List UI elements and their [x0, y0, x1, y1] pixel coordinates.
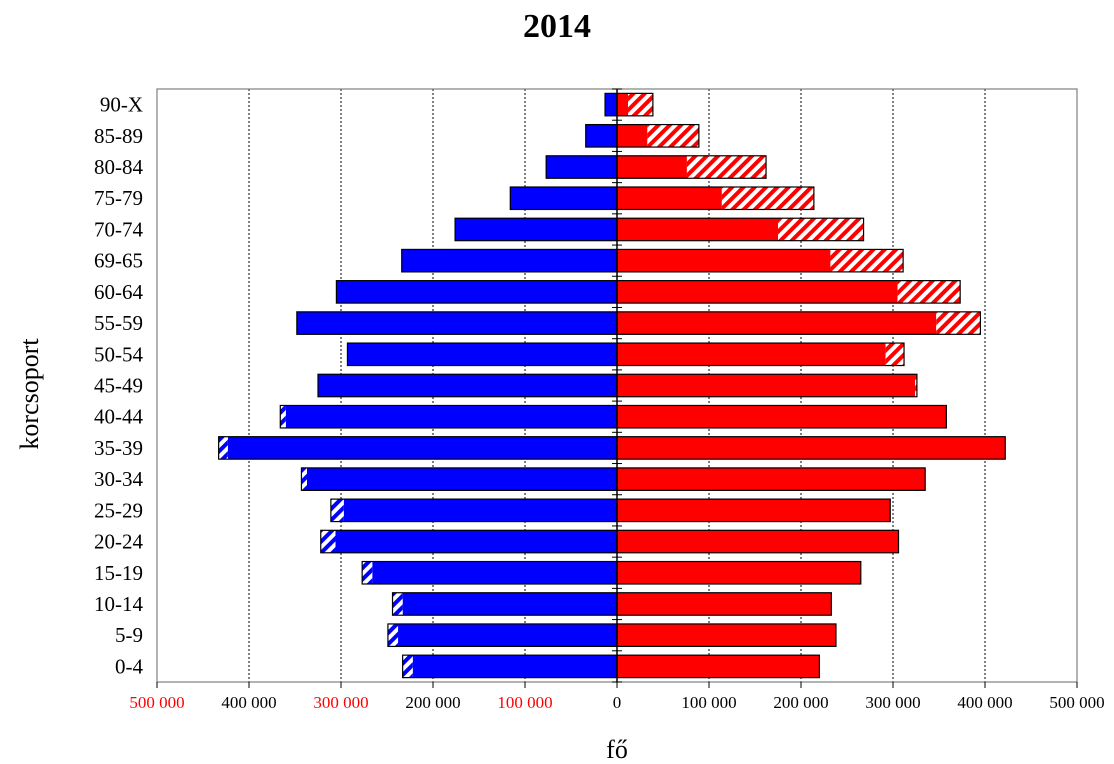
y-tick-label-50-54: 50-54	[94, 342, 143, 366]
y-tick-label-15-19: 15-19	[94, 561, 143, 585]
bar-right-90-X	[617, 93, 629, 116]
bar-right-hatched-85-89	[647, 124, 699, 148]
x-tick-label-3: 200 000	[405, 693, 460, 712]
bar-right-5-9	[617, 623, 836, 647]
y-tick-label-70-74: 70-74	[94, 217, 143, 241]
bar-left-80-84	[546, 155, 617, 179]
x-tick-label-2: 300 000	[313, 693, 368, 712]
bar-left-50-54	[347, 343, 617, 366]
bar-right-69-65	[617, 249, 831, 272]
bar-left-hatched-35-39	[218, 436, 228, 460]
bar-left-20-24	[335, 530, 617, 553]
bar-right-60-64	[617, 280, 898, 304]
bar-left-10-14	[402, 592, 617, 616]
bars	[218, 92, 1006, 679]
bar-left-70-74	[455, 218, 617, 241]
x-tick-label-1: 400 000	[221, 693, 276, 712]
bar-right-25-29	[617, 499, 891, 522]
bar-right-0-4	[617, 655, 820, 678]
y-tick-label-40-44: 40-44	[94, 405, 143, 429]
bar-right-hatched-55-59	[936, 311, 981, 335]
bar-right-40-44	[617, 405, 947, 428]
y-tick-label-30-34: 30-34	[94, 467, 143, 491]
bar-left-85-89	[585, 124, 617, 148]
y-tick-label-55-59: 55-59	[94, 311, 143, 335]
bar-left-40-44	[285, 405, 617, 428]
y-tick-label-69-65: 69-65	[94, 249, 143, 273]
bar-right-55-59	[617, 311, 937, 335]
bar-right-80-84	[617, 155, 687, 179]
bar-left-hatched-20-24	[320, 530, 336, 553]
x-tick-label-7: 200 000	[773, 693, 828, 712]
bar-left-hatched-25-29	[330, 499, 344, 522]
bar-left-hatched-0-4	[402, 655, 413, 678]
y-tick-label-20-24: 20-24	[94, 530, 143, 554]
x-axis-title: fő	[606, 735, 628, 764]
plot-frame	[156, 88, 1078, 688]
bar-right-hatched-50-54	[885, 343, 905, 366]
x-tick-labels: 500 000 400 000 300 000 200 000 100 000 0 100 …	[129, 693, 1104, 712]
x-tick-label-6: 100 000	[681, 693, 736, 712]
bar-right-hatched-75-79	[721, 187, 814, 210]
y-tick-label-75-79: 75-79	[94, 186, 143, 210]
y-tick-label-5-9: 5-9	[115, 623, 143, 647]
bar-left-hatched-40-44	[280, 405, 286, 428]
y-axis-title: korcsoport	[15, 338, 44, 450]
bar-left-5-9	[398, 623, 617, 647]
x-tick-label-5: 0	[613, 693, 622, 712]
bar-right-45-49	[617, 374, 916, 397]
bar-left-30-34	[306, 467, 617, 491]
bar-left-45-49	[318, 374, 617, 397]
bar-right-15-19	[617, 561, 861, 584]
bar-right-70-74	[617, 218, 778, 241]
bar-right-20-24	[617, 530, 899, 553]
x-tick-label-4: 100 000	[497, 693, 552, 712]
y-tick-label-0-4: 0-4	[115, 654, 143, 678]
y-tick-labels: 0-4 5-9 10-14 15-19 20-24 25-29 30-34 35-39 40-4…	[94, 93, 143, 679]
y-tick-label-90-X: 90-X	[100, 93, 143, 117]
bar-right-hatched-80-84	[686, 155, 767, 179]
y-tick-label-10-14: 10-14	[94, 592, 143, 616]
bar-left-35-39	[227, 436, 617, 460]
y-tick-label-25-29: 25-29	[94, 498, 143, 522]
y-tick-label-80-84: 80-84	[94, 155, 143, 179]
y-tick-label-35-39: 35-39	[94, 436, 143, 460]
bar-right-35-39	[617, 436, 1006, 460]
bar-right-30-34	[617, 467, 926, 491]
bar-left-hatched-10-14	[392, 592, 403, 616]
x-tick-label-9: 400 000	[957, 693, 1012, 712]
bar-left-0-4	[412, 655, 617, 678]
bar-left-90-X	[605, 93, 617, 116]
y-tick-label-60-64: 60-64	[94, 280, 143, 304]
bar-left-hatched-30-34	[301, 467, 307, 491]
bar-left-15-19	[372, 561, 617, 584]
bar-right-75-79	[617, 187, 722, 210]
bar-right-hatched-60-64	[897, 280, 961, 304]
bar-right-hatched-90-X	[628, 93, 653, 116]
bar-left-69-65	[401, 249, 617, 272]
bar-left-55-59	[296, 311, 617, 335]
bar-right-hatched-69-65	[830, 249, 904, 272]
chart-title: 2014	[523, 8, 591, 45]
x-tick-label-10: 500 000	[1049, 693, 1104, 712]
y-tick-label-45-49: 45-49	[94, 374, 143, 398]
bar-right-hatched-70-74	[778, 218, 864, 241]
bar-left-60-64	[336, 280, 617, 304]
bar-left-hatched-5-9	[387, 623, 399, 647]
bar-right-10-14	[617, 592, 832, 616]
bar-right-50-54	[617, 343, 886, 366]
y-tick-label-85-89: 85-89	[94, 124, 143, 148]
bar-left-75-79	[510, 187, 617, 210]
bar-right-hatched-45-49	[915, 374, 917, 397]
x-tick-label-8: 300 000	[865, 693, 920, 712]
x-tick-label-0: 500 000	[129, 693, 184, 712]
bar-left-hatched-15-19	[362, 561, 373, 584]
bar-left-25-29	[343, 499, 617, 522]
bar-right-85-89	[617, 124, 648, 148]
